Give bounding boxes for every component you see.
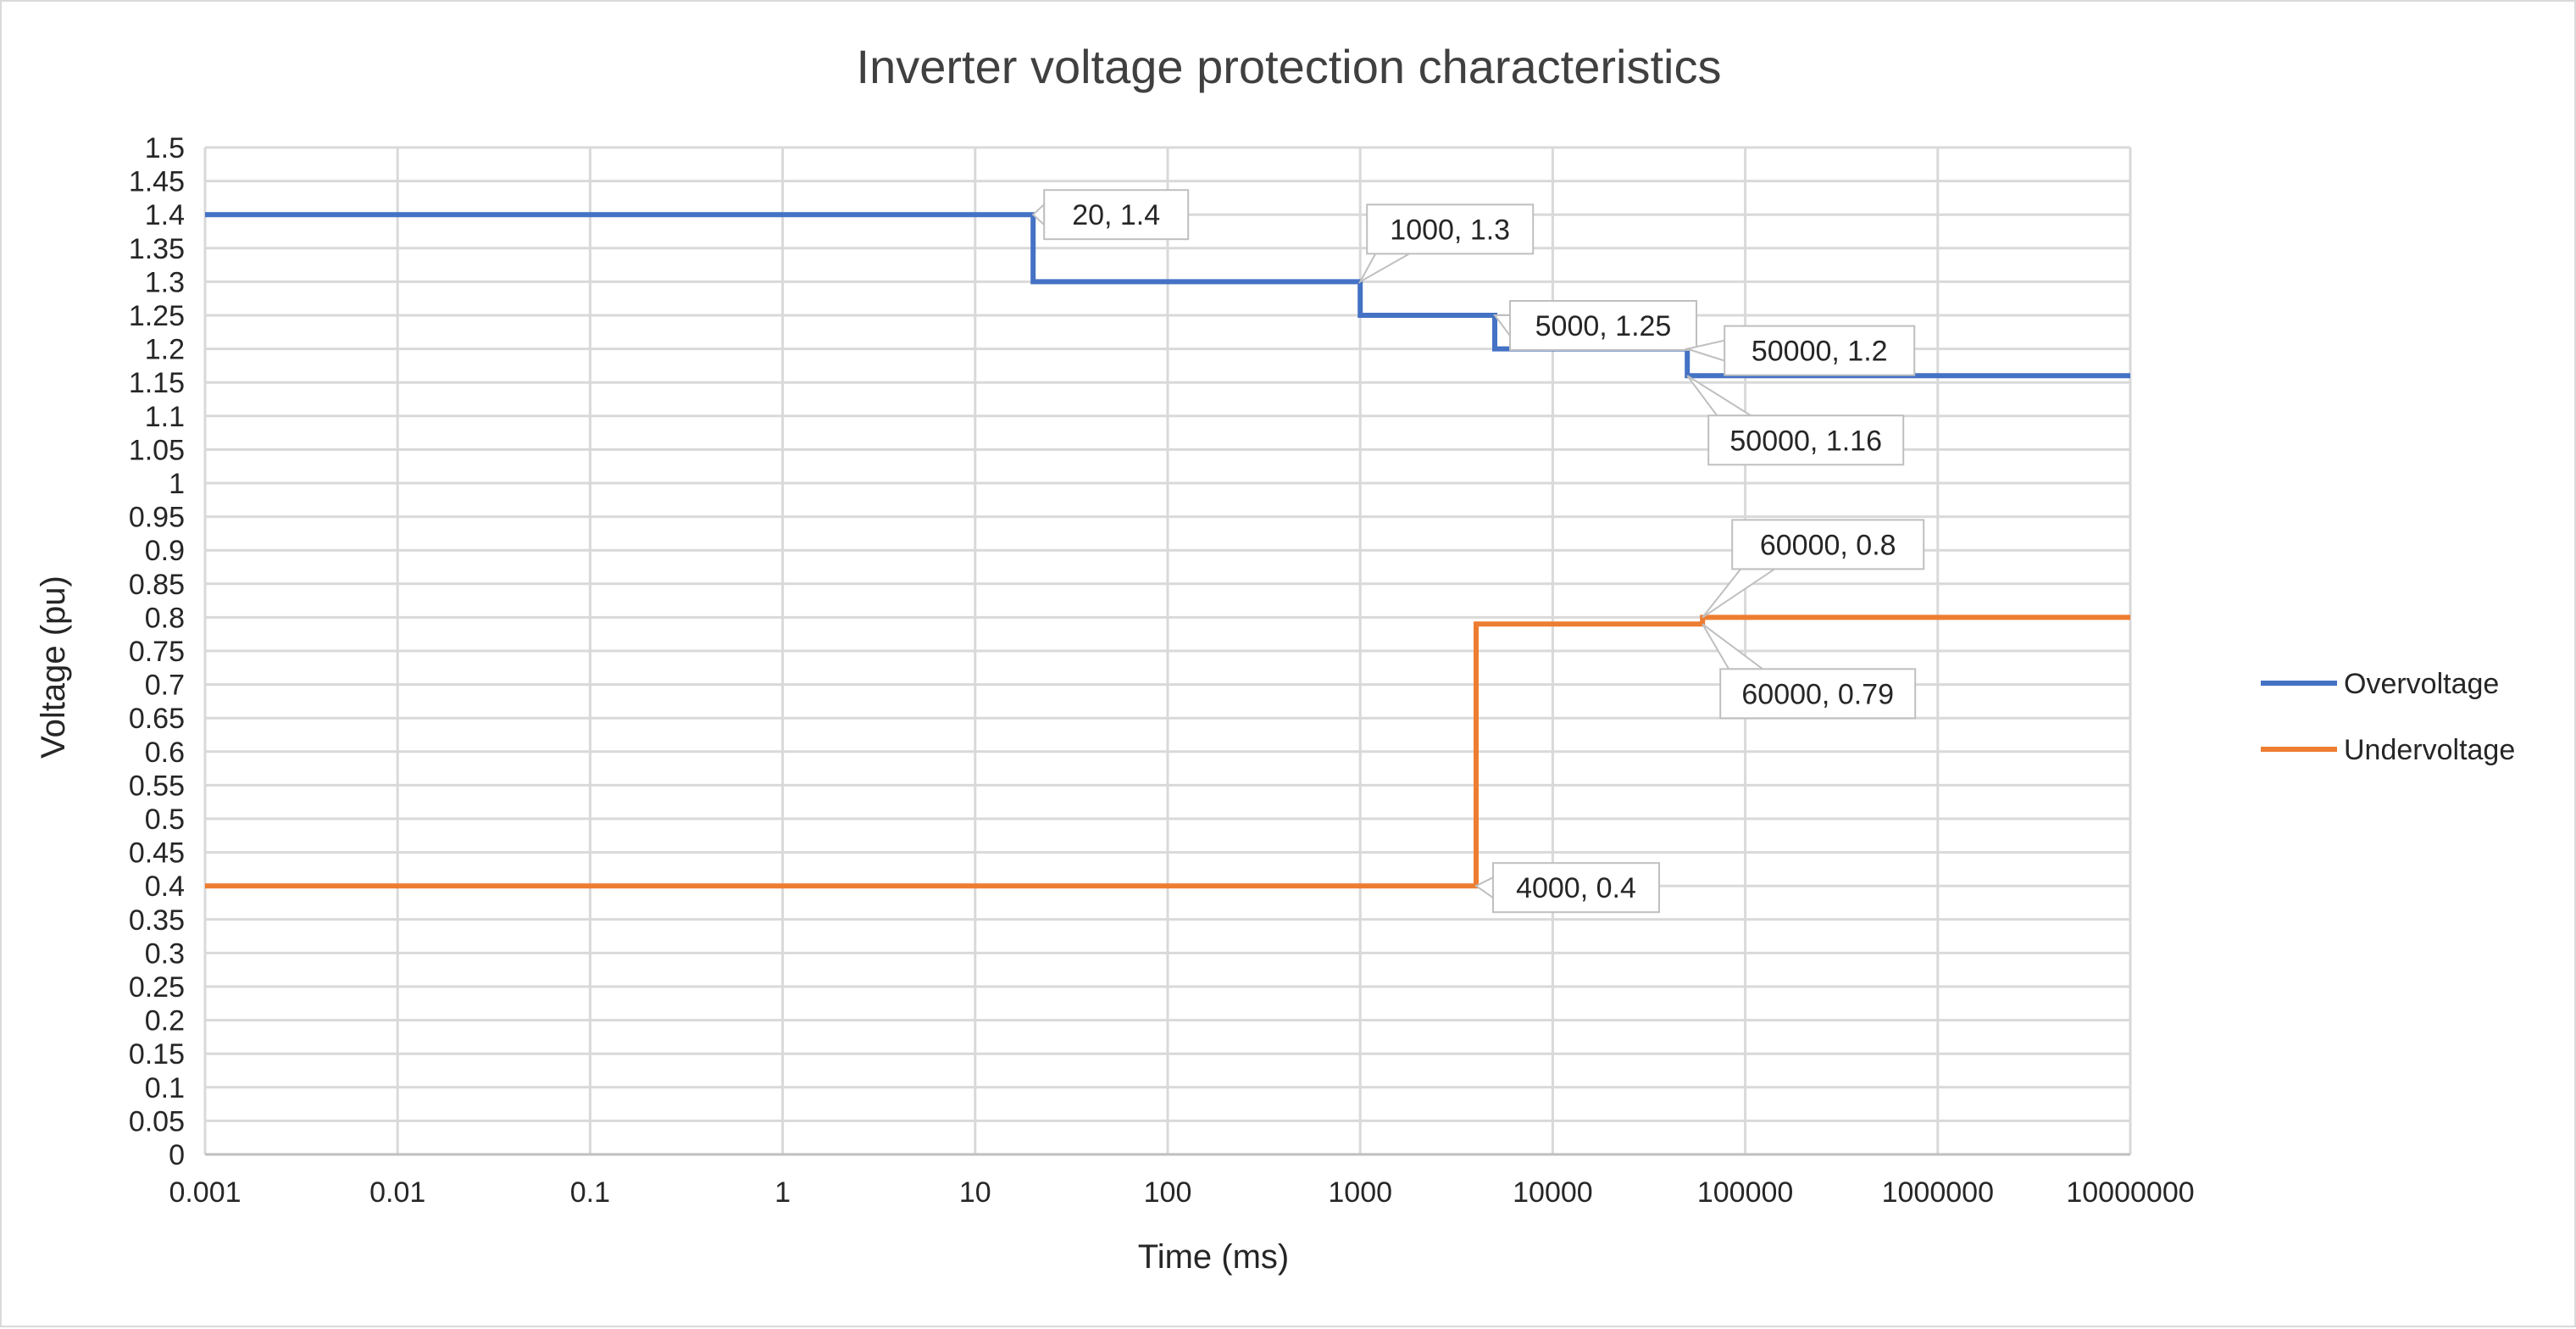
x-tick-label: 0.001 [169, 1176, 241, 1209]
y-tick-label: 0.6 [145, 737, 185, 769]
x-tick-label: 10000000 [2066, 1176, 2194, 1209]
data-label-text: 50000, 1.2 [1752, 336, 1888, 368]
callout-box [1043, 189, 1190, 241]
y-tick-label: 0.1 [145, 1072, 185, 1104]
y-tick-label: 0.75 [129, 636, 185, 668]
y-tick-label: 1.4 [145, 199, 185, 231]
y-axis-title: Voltage (pu) [35, 576, 72, 759]
callout-box [1509, 300, 1698, 351]
series-line-overvoltage [205, 212, 2130, 379]
data-label-callout: 60000, 0.8 [1702, 519, 1925, 619]
data-label-callout: 4000, 0.4 [1474, 862, 1660, 914]
y-tick-label: 1.45 [129, 166, 185, 198]
callout-pointer [1357, 253, 1413, 285]
callout-box [1707, 414, 1905, 466]
y-tick-label: 0.95 [129, 502, 185, 534]
y-tick-label: 1.3 [145, 266, 185, 298]
y-tick-label: 0.85 [129, 569, 185, 601]
y-tick-label: 0.55 [129, 770, 185, 802]
data-label-text: 1000, 1.3 [1390, 214, 1510, 246]
callout-pointer [1702, 568, 1778, 619]
data-label-callout: 5000, 1.25 [1493, 300, 1698, 351]
data-label-text: 60000, 0.79 [1741, 678, 1894, 710]
legend-item-overvoltage: Overvoltage [2261, 668, 2499, 700]
y-tick-label: 1.1 [145, 401, 185, 433]
legend: Overvoltage Undervoltage [2261, 668, 2515, 766]
y-tick-label: 1.05 [129, 434, 185, 466]
y-tick-label: 1.5 [145, 132, 185, 164]
y-tick-label: 0.5 [145, 804, 185, 836]
callout-pointer [1702, 623, 1766, 670]
y-tick-label: 0.3 [145, 937, 185, 970]
data-label-text: 50000, 1.16 [1729, 425, 1882, 457]
x-tick-label: 100 [1144, 1176, 1192, 1209]
y-tick-label: 1.35 [129, 233, 185, 265]
chart-title: Inverter voltage protection characterist… [857, 40, 1722, 93]
y-tick-label: 1 [169, 468, 185, 500]
data-labels: 20, 1.4 1000, 1.3 5000, 1.25 50000, 1.2 5000… [1031, 189, 1925, 914]
gridlines [203, 146, 2132, 1156]
data-label-callout: 50000, 1.2 [1684, 325, 1916, 376]
y-tick-label: 0.15 [129, 1038, 185, 1070]
y-tick-label: 0.7 [145, 670, 185, 702]
callout-box [1491, 862, 1660, 914]
y-tick-label: 1.25 [129, 300, 185, 332]
y-tick-label: 1.15 [129, 367, 185, 399]
x-tick-label: 10 [959, 1176, 991, 1209]
x-tick-label: 1 [774, 1176, 791, 1209]
data-label-text: 5000, 1.25 [1535, 310, 1672, 342]
callout-box [1719, 668, 1917, 720]
data-label-text: 60000, 0.8 [1760, 529, 1896, 561]
y-tick-label: 0 [169, 1139, 185, 1171]
data-label-callout: 60000, 0.79 [1702, 623, 1917, 720]
x-tick-label: 0.01 [369, 1176, 425, 1209]
x-tick-label: 100000 [1697, 1176, 1793, 1209]
axes: 00.050.10.150.20.250.30.350.40.450.50.55… [129, 132, 2195, 1209]
y-tick-label: 0.2 [145, 1005, 185, 1037]
y-tick-label: 0.65 [129, 703, 185, 735]
y-tick-label: 0.05 [129, 1105, 185, 1137]
series-lines [205, 212, 2130, 889]
x-tick-label: 0.1 [570, 1176, 610, 1209]
data-label-text: 20, 1.4 [1072, 199, 1160, 231]
callout-box [1731, 519, 1925, 570]
legend-label: Undervoltage [2344, 734, 2515, 766]
y-tick-label: 1.2 [145, 334, 185, 366]
y-tick-label: 0.45 [129, 837, 185, 870]
data-label-callout: 1000, 1.3 [1357, 203, 1535, 285]
legend-item-undervoltage: Undervoltage [2261, 734, 2515, 766]
y-tick-label: 0.35 [129, 904, 185, 937]
data-label-callout: 50000, 1.16 [1686, 375, 1905, 466]
x-tick-label: 10000 [1513, 1176, 1593, 1209]
data-label-callout: 20, 1.4 [1031, 189, 1190, 241]
y-tick-label: 0.9 [145, 535, 185, 567]
x-axis-title: Time (ms) [1138, 1238, 1289, 1276]
series-line-undervoltage [205, 614, 2130, 889]
y-tick-label: 0.25 [129, 971, 185, 1004]
y-tick-label: 0.4 [145, 870, 185, 903]
data-label-text: 4000, 0.4 [1516, 872, 1636, 904]
legend-label: Overvoltage [2344, 668, 2499, 700]
y-tick-label: 0.8 [145, 602, 185, 634]
callout-box [1724, 325, 1916, 376]
x-tick-label: 1000 [1328, 1176, 1392, 1209]
callout-box [1366, 203, 1535, 255]
x-tick-label: 1000000 [1882, 1176, 1994, 1209]
